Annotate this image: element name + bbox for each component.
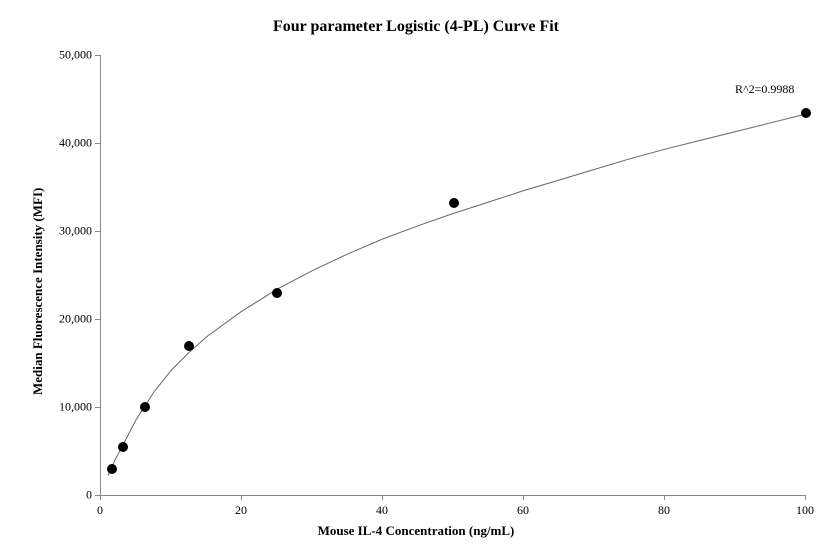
data-point <box>272 288 282 298</box>
x-tick-label: 60 <box>517 503 529 518</box>
y-axis-label: Median Fluorescence Intensity (MFI) <box>30 188 46 395</box>
y-tick-mark <box>95 231 100 232</box>
x-tick-label: 100 <box>796 503 814 518</box>
r-squared-annotation: R^2=0.9988 <box>735 82 794 97</box>
plot-area <box>100 55 806 496</box>
x-tick-mark <box>100 495 101 500</box>
y-tick-label: 0 <box>50 488 92 503</box>
x-tick-label: 40 <box>376 503 388 518</box>
y-tick-label: 20,000 <box>50 312 92 327</box>
x-tick-label: 80 <box>658 503 670 518</box>
fit-curve <box>101 55 806 495</box>
data-point <box>118 442 128 452</box>
x-axis-label: Mouse IL-4 Concentration (ng/mL) <box>0 523 832 539</box>
y-tick-mark <box>95 55 100 56</box>
chart-container: Four parameter Logistic (4-PL) Curve Fit… <box>0 0 832 560</box>
y-tick-label: 40,000 <box>50 136 92 151</box>
data-point <box>801 108 811 118</box>
data-point <box>140 402 150 412</box>
data-point <box>449 198 459 208</box>
data-point <box>107 464 117 474</box>
x-tick-mark <box>664 495 665 500</box>
x-tick-mark <box>241 495 242 500</box>
y-tick-mark <box>95 319 100 320</box>
x-tick-label: 20 <box>235 503 247 518</box>
data-point <box>184 341 194 351</box>
chart-title: Four parameter Logistic (4-PL) Curve Fit <box>0 18 832 36</box>
x-tick-mark <box>382 495 383 500</box>
x-tick-mark <box>805 495 806 500</box>
y-tick-label: 50,000 <box>50 48 92 63</box>
y-tick-label: 30,000 <box>50 224 92 239</box>
x-tick-mark <box>523 495 524 500</box>
y-tick-label: 10,000 <box>50 400 92 415</box>
fit-curve-path <box>108 114 806 476</box>
y-tick-mark <box>95 407 100 408</box>
y-tick-mark <box>95 143 100 144</box>
x-tick-label: 0 <box>97 503 103 518</box>
